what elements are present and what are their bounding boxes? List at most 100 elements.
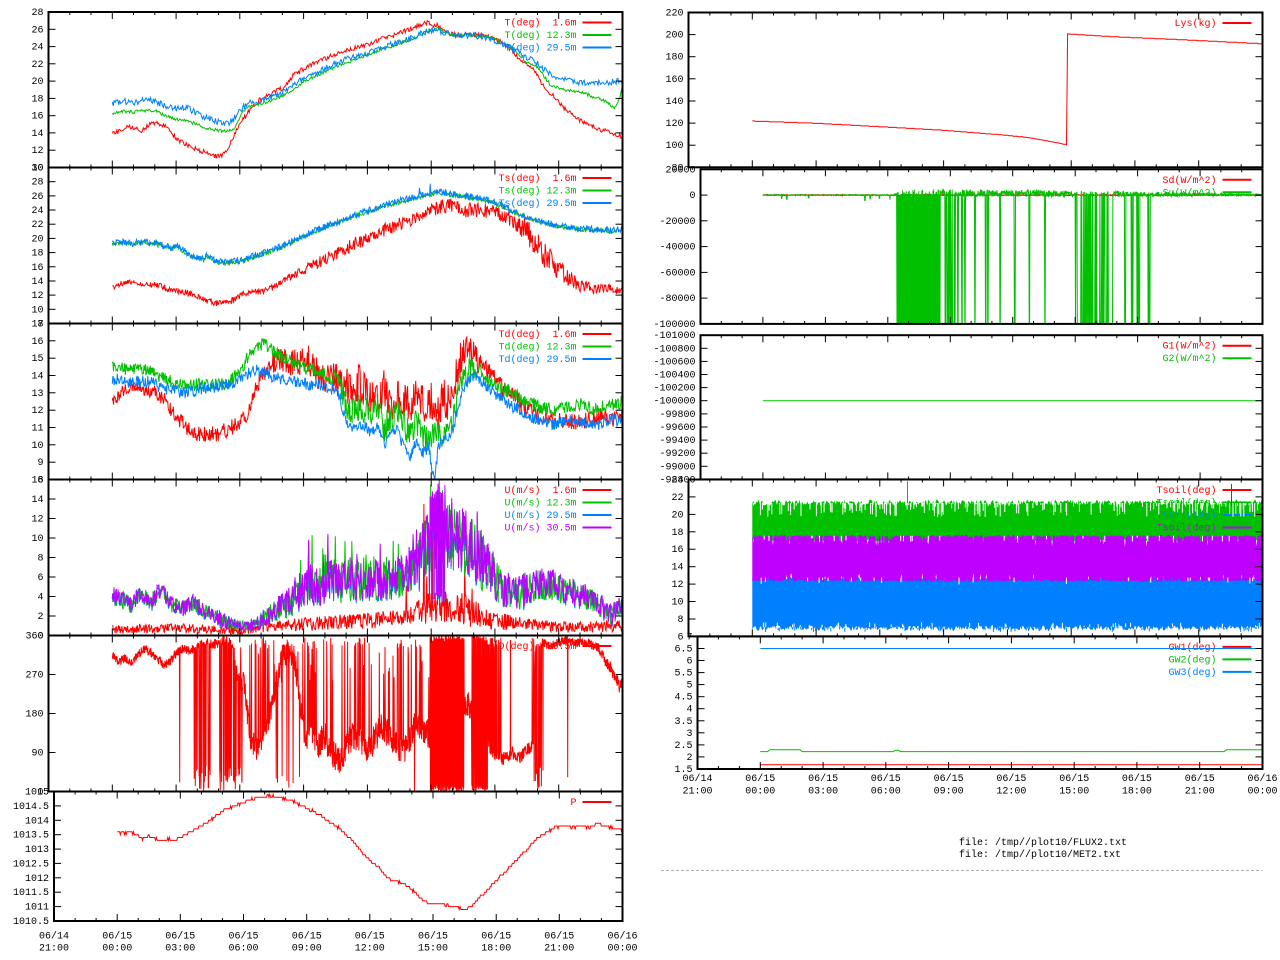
svg-text:0: 0 — [689, 191, 695, 202]
svg-text:06/15: 06/15 — [418, 931, 448, 943]
svg-text:06/16: 06/16 — [1247, 773, 1277, 785]
svg-text:-40000: -40000 — [659, 243, 695, 254]
svg-text:T(deg) 1.6m: T(deg) 1.6m — [504, 18, 576, 30]
svg-text:90: 90 — [31, 749, 43, 760]
svg-text:Ts(deg) 12.3m: Ts(deg) 12.3m — [498, 186, 576, 198]
svg-text:28: 28 — [31, 8, 43, 19]
svg-text:Ts(deg) 1.6m: Ts(deg) 1.6m — [498, 173, 576, 185]
svg-text:Td(deg) 29.5m: Td(deg) 29.5m — [498, 354, 576, 366]
svg-text:16: 16 — [31, 476, 43, 487]
svg-text:1011.5: 1011.5 — [13, 888, 49, 899]
svg-text:15:00: 15:00 — [418, 944, 448, 955]
svg-text:180: 180 — [25, 710, 43, 721]
svg-text:5: 5 — [686, 681, 692, 692]
svg-text:20: 20 — [31, 77, 43, 88]
svg-text:8: 8 — [37, 476, 43, 487]
svg-text:0: 0 — [37, 788, 43, 799]
svg-text:06:00: 06:00 — [871, 787, 901, 798]
svg-text:26: 26 — [31, 25, 43, 36]
svg-text:21:00: 21:00 — [682, 787, 712, 798]
svg-text:20: 20 — [671, 510, 683, 521]
svg-text:06/14: 06/14 — [682, 773, 712, 785]
svg-text:16: 16 — [671, 545, 683, 556]
svg-text:24: 24 — [671, 476, 683, 487]
svg-text:22: 22 — [31, 60, 43, 71]
svg-text:Tsoil(deg): Tsoil(deg) — [1156, 523, 1216, 535]
svg-text:15:00: 15:00 — [1059, 787, 1089, 798]
svg-text:140: 140 — [665, 97, 683, 108]
svg-text:-100200: -100200 — [653, 384, 695, 395]
svg-text:Sd(W/m^2): Sd(W/m^2) — [1162, 175, 1216, 187]
svg-text:06/15: 06/15 — [1185, 773, 1215, 785]
svg-text:G2(W/m^2): G2(W/m^2) — [1162, 353, 1216, 365]
svg-text:21:00: 21:00 — [1185, 787, 1215, 798]
svg-text:12: 12 — [31, 406, 43, 417]
svg-text:18:00: 18:00 — [481, 944, 511, 955]
svg-text:1013: 1013 — [25, 845, 49, 856]
svg-text:-98800: -98800 — [659, 475, 695, 486]
svg-text:16: 16 — [31, 337, 43, 348]
svg-text:file: /tmp//plot10/FLUX2.txt: file: /tmp//plot10/FLUX2.txt — [959, 837, 1127, 849]
svg-text:T(deg) 29.5m: T(deg) 29.5m — [504, 43, 576, 55]
svg-text:-100400: -100400 — [653, 371, 695, 382]
svg-text:Tsoil(deg): Tsoil(deg) — [1156, 510, 1216, 522]
svg-text:10: 10 — [31, 305, 43, 316]
svg-text:24: 24 — [31, 206, 43, 217]
svg-text:100: 100 — [665, 141, 683, 152]
svg-text:-99200: -99200 — [659, 449, 695, 460]
svg-text:06/15: 06/15 — [934, 773, 964, 785]
svg-text:09:00: 09:00 — [934, 787, 964, 798]
svg-text:2.5: 2.5 — [674, 741, 692, 752]
svg-text:10: 10 — [31, 164, 43, 175]
svg-text:1014.5: 1014.5 — [13, 802, 49, 813]
svg-text:T(deg) 12.3m: T(deg) 12.3m — [504, 30, 576, 42]
svg-text:2: 2 — [686, 753, 692, 764]
svg-text:-60000: -60000 — [659, 268, 695, 279]
svg-text:00:00: 00:00 — [1247, 787, 1277, 798]
svg-text:4: 4 — [686, 705, 692, 716]
svg-text:1014: 1014 — [25, 816, 49, 827]
svg-text:00:00: 00:00 — [607, 944, 637, 955]
svg-text:06/15: 06/15 — [808, 773, 838, 785]
svg-text:6: 6 — [677, 632, 683, 643]
svg-text:U(m/s) 12.3m: U(m/s) 12.3m — [504, 498, 576, 510]
svg-text:13: 13 — [31, 389, 43, 400]
svg-text:1010.5: 1010.5 — [13, 917, 49, 928]
svg-text:06/15: 06/15 — [292, 931, 322, 943]
svg-text:12: 12 — [31, 291, 43, 302]
svg-text:14: 14 — [31, 372, 43, 383]
svg-text:-99400: -99400 — [659, 436, 695, 447]
svg-text:6: 6 — [686, 657, 692, 668]
svg-text:18: 18 — [671, 528, 683, 539]
svg-text:18:00: 18:00 — [1122, 787, 1152, 798]
svg-text:10: 10 — [671, 598, 683, 609]
svg-text:10: 10 — [31, 534, 43, 545]
svg-text:1015: 1015 — [25, 788, 49, 799]
svg-text:8: 8 — [37, 554, 43, 565]
svg-text:120: 120 — [665, 119, 683, 130]
svg-text:-80000: -80000 — [659, 294, 695, 305]
svg-text:3.5: 3.5 — [674, 717, 692, 728]
svg-text:P: P — [570, 798, 576, 809]
svg-text:Tsoil(deg): Tsoil(deg) — [1156, 485, 1216, 497]
svg-text:17: 17 — [31, 320, 43, 331]
svg-text:14: 14 — [31, 277, 43, 288]
svg-text:-100000: -100000 — [653, 320, 695, 331]
svg-text:-100600: -100600 — [653, 357, 695, 368]
svg-text:09:00: 09:00 — [292, 944, 322, 955]
svg-text:12:00: 12:00 — [996, 787, 1026, 798]
svg-text:06/15: 06/15 — [355, 931, 385, 943]
svg-text:03:00: 03:00 — [165, 944, 195, 955]
svg-text:-20000: -20000 — [659, 217, 695, 228]
svg-text:Su(W/m^2): Su(W/m^2) — [1162, 187, 1216, 199]
svg-text:4: 4 — [37, 593, 43, 604]
svg-text:220: 220 — [665, 9, 683, 20]
svg-text:15: 15 — [31, 354, 43, 365]
svg-text:GW3(deg): GW3(deg) — [1168, 667, 1216, 679]
svg-text:file: /tmp//plot10/MET2.txt: file: /tmp//plot10/MET2.txt — [959, 849, 1121, 861]
svg-text:06/15: 06/15 — [102, 931, 132, 943]
svg-text:14: 14 — [31, 129, 43, 140]
svg-text:4.5: 4.5 — [674, 693, 692, 704]
svg-text:1.5: 1.5 — [674, 765, 692, 776]
svg-text:1012.5: 1012.5 — [13, 859, 49, 870]
